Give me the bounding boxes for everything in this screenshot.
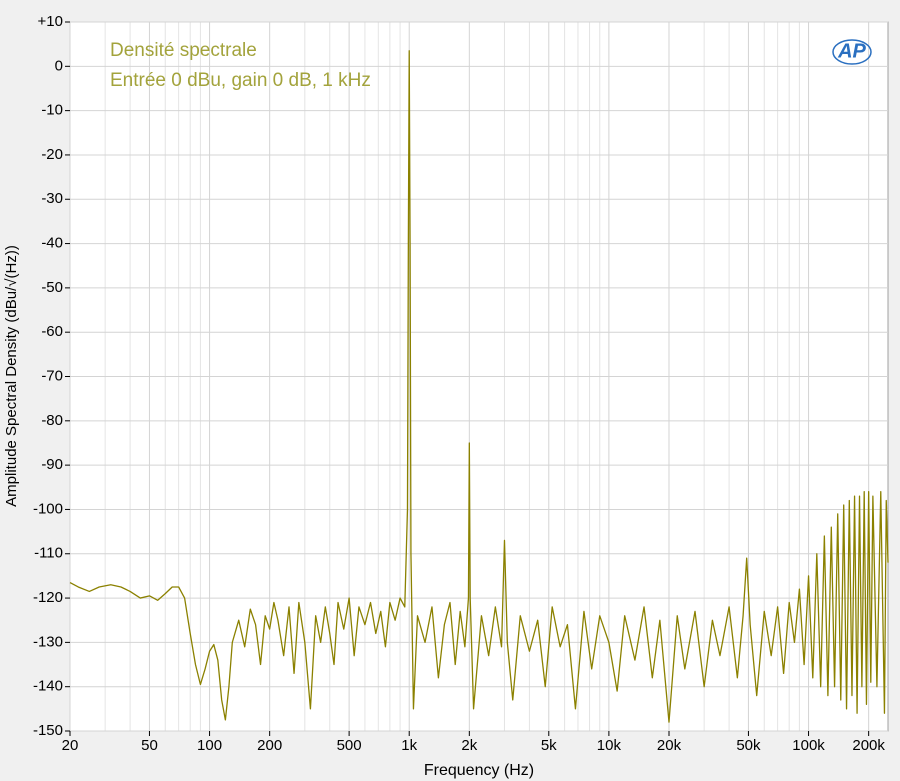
x-tick-label: 5k: [541, 737, 557, 754]
x-tick-label: 10k: [597, 737, 622, 754]
y-tick-label: -150: [33, 722, 63, 739]
x-tick-label: 1k: [401, 737, 417, 754]
x-tick-label: 200k: [852, 737, 885, 754]
x-tick-label: 50k: [736, 737, 761, 754]
x-tick-label: 20: [62, 737, 79, 754]
x-tick-label: 50: [141, 737, 158, 754]
chart-title: Densité spectrale: [110, 40, 257, 61]
y-tick-label: -10: [41, 102, 63, 119]
y-tick-label: -100: [33, 500, 63, 517]
x-tick-label: 100k: [792, 737, 825, 754]
x-axis-title: Frequency (Hz): [424, 762, 534, 779]
y-tick-label: -60: [41, 323, 63, 340]
chart-subtitle: Entrée 0 dBu, gain 0 dB, 1 kHz: [110, 70, 371, 91]
y-tick-label: -80: [41, 412, 63, 429]
y-tick-label: +10: [38, 13, 63, 30]
x-tick-label: 200: [257, 737, 282, 754]
logo: AP: [837, 40, 866, 62]
y-tick-label: -40: [41, 235, 63, 252]
y-axis-title: Amplitude Spectral Density (dBu/√(Hz)): [3, 245, 20, 507]
logo-ring: [832, 39, 872, 65]
y-tick-label: -30: [41, 190, 63, 207]
y-tick-label: -140: [33, 678, 63, 695]
y-tick-label: -90: [41, 456, 63, 473]
x-tick-label: 100: [197, 737, 222, 754]
y-tick-label: -20: [41, 146, 63, 163]
x-tick-label: 500: [337, 737, 362, 754]
y-tick-label: -70: [41, 367, 63, 384]
grid: [69, 21, 888, 732]
x-tick-label: 2k: [461, 737, 477, 754]
spectrum-line: [69, 50, 889, 723]
y-tick-label: -110: [34, 545, 63, 562]
trace-group: [69, 50, 889, 723]
y-tick-label: -50: [41, 279, 63, 296]
x-tick-label: 20k: [657, 737, 682, 754]
y-tick-label: -120: [33, 589, 63, 606]
y-tick-label: -130: [33, 633, 63, 650]
y-tick-label: 0: [55, 57, 63, 74]
